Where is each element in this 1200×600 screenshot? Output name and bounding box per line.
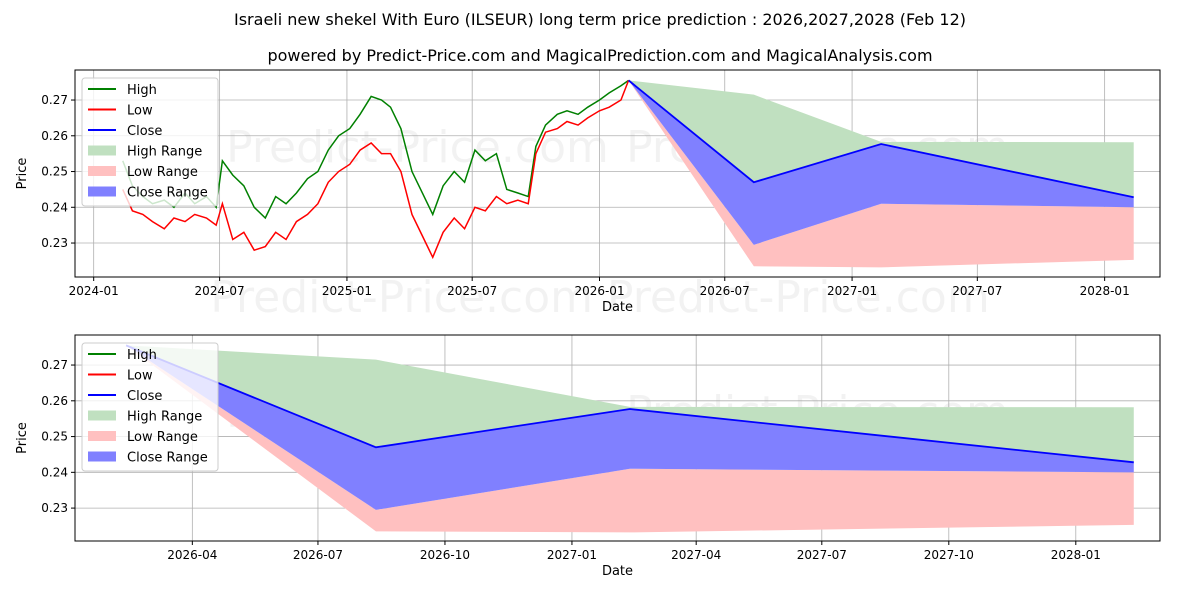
y-tick-label: 0.26	[41, 129, 68, 143]
chart-subtitle: powered by Predict-Price.com and Magical…	[267, 46, 933, 65]
legend: High Low Close High Range Low Range Close Ran…	[81, 342, 219, 472]
watermark: Predict-Price.com	[226, 122, 609, 173]
legend-label: Close Range	[127, 451, 208, 466]
legend-swatch-low-range	[88, 166, 116, 176]
x-tick-label: 2024-01	[69, 284, 119, 298]
x-tick-label: 2026-04	[167, 548, 217, 562]
legend: High Low Close High Range Low Range Close Ran…	[81, 77, 219, 207]
legend-label: Close	[127, 389, 162, 404]
x-tick-label: 2026-10	[420, 548, 470, 562]
x-axis-label: Date	[602, 300, 633, 315]
x-tick-label: 2027-07	[952, 284, 1002, 298]
legend-label: Close Range	[127, 186, 208, 201]
x-tick-label: 2027-10	[924, 548, 974, 562]
legend-swatch-close-range	[88, 186, 116, 197]
legend-label: High	[127, 83, 157, 98]
plot-frame	[74, 334, 1161, 542]
y-axis-label: Price	[15, 422, 30, 454]
x-axis-label: Date	[602, 564, 633, 579]
chart-panel-2: Predict-Price.comPredict-Price.com2026-0…	[15, 334, 1161, 579]
legend-swatch-high-range	[88, 410, 116, 421]
x-tick-label: 2027-01	[827, 284, 877, 298]
x-tick-label: 2024-07	[195, 284, 245, 298]
legend-swatch-high-range	[88, 145, 116, 156]
high-range-area	[126, 345, 1134, 463]
legend-label: High Range	[127, 145, 202, 160]
legend-label: Low Range	[127, 165, 198, 180]
legend-swatch-low-range	[88, 431, 116, 441]
close-range-area	[126, 345, 1134, 510]
y-tick-label: 0.24	[41, 465, 68, 479]
y-tick-label: 0.24	[41, 200, 68, 214]
x-tick-label: 2026-01	[574, 284, 624, 298]
x-tick-label: 2026-07	[700, 284, 750, 298]
plot-area	[125, 344, 1134, 533]
legend-label: High	[127, 348, 157, 363]
legend-label: Close	[127, 124, 162, 139]
plot-area	[122, 79, 1134, 268]
close-line	[628, 79, 1134, 199]
x-tick-label: 2028-01	[1051, 548, 1101, 562]
y-tick-label: 0.23	[41, 501, 68, 515]
close-range-area	[628, 80, 1134, 245]
low-range-area	[628, 80, 1134, 268]
y-tick-label: 0.26	[41, 394, 68, 408]
y-tick-label: 0.27	[41, 358, 68, 372]
y-axis-label: Price	[15, 158, 30, 190]
x-tick-label: 2026-07	[293, 548, 343, 562]
y-tick-label: 0.27	[41, 93, 68, 107]
legend-swatch-close-range	[88, 451, 116, 462]
y-tick-label: 0.25	[41, 430, 68, 444]
x-tick-label: 2027-01	[547, 548, 597, 562]
plot-frame	[74, 69, 1161, 278]
x-tick-label: 2025-01	[322, 284, 372, 298]
low-line	[122, 80, 630, 260]
low-range-area	[126, 345, 1134, 533]
legend-label: High Range	[127, 410, 202, 425]
close-line	[125, 344, 1134, 464]
high-range-area	[628, 80, 1134, 198]
legend-label: Low	[127, 369, 153, 384]
legend-label: Low	[127, 104, 153, 119]
x-tick-label: 2028-01	[1080, 284, 1130, 298]
chart-title: Israeli new shekel With Euro (ILSEUR) lo…	[234, 10, 966, 29]
y-tick-label: 0.23	[41, 236, 68, 250]
y-tick-label: 0.25	[41, 165, 68, 179]
x-tick-label: 2027-04	[671, 548, 721, 562]
legend-label: Low Range	[127, 430, 198, 445]
x-tick-label: 2025-07	[447, 284, 497, 298]
x-tick-label: 2027-07	[797, 548, 847, 562]
